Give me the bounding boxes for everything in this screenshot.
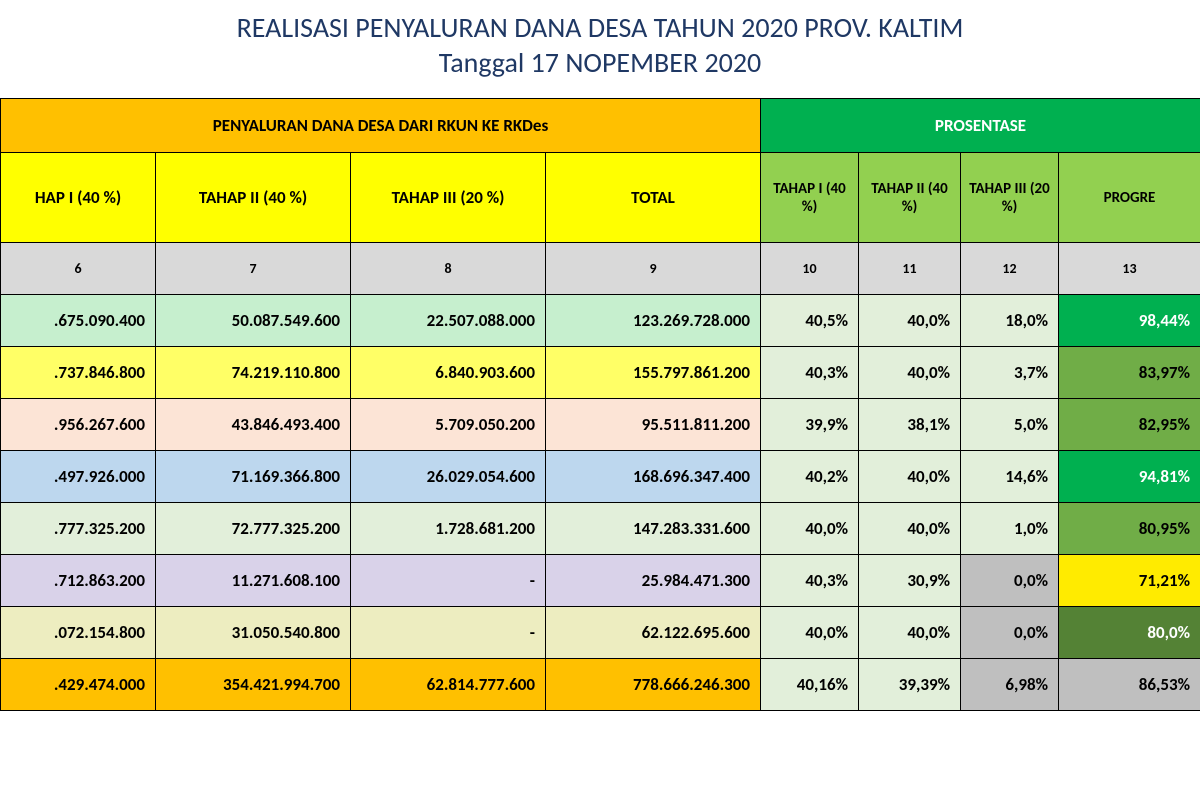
colnum-9: 9 — [546, 243, 761, 295]
table-row: .737.846.80074.219.110.8006.840.903.6001… — [1, 347, 1200, 399]
header-right: PROSENTASE — [761, 99, 1200, 153]
cell: 5.709.050.200 — [351, 399, 546, 451]
cell: 95.511.811.200 — [546, 399, 761, 451]
table-row: .675.090.40050.087.549.60022.507.088.000… — [1, 295, 1200, 347]
cell: 11.271.608.100 — [156, 555, 351, 607]
col-header-9: TOTAL — [546, 153, 761, 243]
cell: 50.087.549.600 — [156, 295, 351, 347]
cell: 147.283.331.600 — [546, 503, 761, 555]
cell: .737.846.800 — [1, 347, 156, 399]
cell: 71,21% — [1059, 555, 1200, 607]
cell: 40,2% — [761, 451, 859, 503]
cell: 6.840.903.600 — [351, 347, 546, 399]
cell: 14,6% — [961, 451, 1059, 503]
cell: 168.696.347.400 — [546, 451, 761, 503]
cell: 80,0% — [1059, 607, 1200, 659]
table-row: .497.926.00071.169.366.80026.029.054.600… — [1, 451, 1200, 503]
cell: 26.029.054.600 — [351, 451, 546, 503]
colnum-row: 6 7 8 9 10 11 12 13 — [1, 243, 1200, 295]
cell: 82,95% — [1059, 399, 1200, 451]
cell: 40,0% — [859, 295, 961, 347]
cell: 39,39% — [859, 659, 961, 711]
cell: 40,0% — [859, 451, 961, 503]
table-row: .712.863.20011.271.608.100-25.984.471.30… — [1, 555, 1200, 607]
cell: 62.122.695.600 — [546, 607, 761, 659]
cell: 40,0% — [761, 503, 859, 555]
cell: 0,0% — [961, 607, 1059, 659]
table-row: .777.325.20072.777.325.2001.728.681.2001… — [1, 503, 1200, 555]
cell: .429.474.000 — [1, 659, 156, 711]
cell: 5,0% — [961, 399, 1059, 451]
table-row: .429.474.000354.421.994.70062.814.777.60… — [1, 659, 1200, 711]
col-header-6: HAP I (40 %) — [1, 153, 156, 243]
cell: 354.421.994.700 — [156, 659, 351, 711]
cell: 80,95% — [1059, 503, 1200, 555]
cell: 6,98% — [961, 659, 1059, 711]
cell: 40,0% — [859, 503, 961, 555]
colnum-11: 11 — [859, 243, 961, 295]
cell: 62.814.777.600 — [351, 659, 546, 711]
cell: .497.926.000 — [1, 451, 156, 503]
cell: 40,3% — [761, 347, 859, 399]
table-row: .956.267.60043.846.493.4005.709.050.2009… — [1, 399, 1200, 451]
cell: 123.269.728.000 — [546, 295, 761, 347]
cell: 39,9% — [761, 399, 859, 451]
cell: 31.050.540.800 — [156, 607, 351, 659]
cell: 1,0% — [961, 503, 1059, 555]
cell: 22.507.088.000 — [351, 295, 546, 347]
col-header-13: PROGRE — [1059, 153, 1200, 243]
col-header-11: TAHAP II (40 %) — [859, 153, 961, 243]
cell: .072.154.800 — [1, 607, 156, 659]
col-header-8: TAHAP III (20 %) — [351, 153, 546, 243]
colnum-7: 7 — [156, 243, 351, 295]
cell: 40,0% — [859, 607, 961, 659]
data-table: PENYALURAN DANA DESA DARI RKUN KE RKDes … — [0, 98, 1200, 711]
col-header-10: TAHAP I (40 %) — [761, 153, 859, 243]
cell: 40,5% — [761, 295, 859, 347]
col-header-12: TAHAP III (20 %) — [961, 153, 1059, 243]
colnum-10: 10 — [761, 243, 859, 295]
cell: 38,1% — [859, 399, 961, 451]
title-line-2: Tanggal 17 NOPEMBER 2020 — [0, 45, 1200, 80]
cell: - — [351, 555, 546, 607]
cell: 18,0% — [961, 295, 1059, 347]
header-row-2: HAP I (40 %) TAHAP II (40 %) TAHAP III (… — [1, 153, 1200, 243]
cell: 40,16% — [761, 659, 859, 711]
cell: 25.984.471.300 — [546, 555, 761, 607]
cell: 40,0% — [761, 607, 859, 659]
title-line-1: REALISASI PENYALURAN DANA DESA TAHUN 202… — [0, 10, 1200, 45]
table-row: .072.154.80031.050.540.800-62.122.695.60… — [1, 607, 1200, 659]
cell: 778.666.246.300 — [546, 659, 761, 711]
cell: 74.219.110.800 — [156, 347, 351, 399]
cell: .777.325.200 — [1, 503, 156, 555]
cell: 40,3% — [761, 555, 859, 607]
cell: 0,0% — [961, 555, 1059, 607]
colnum-8: 8 — [351, 243, 546, 295]
cell: 155.797.861.200 — [546, 347, 761, 399]
colnum-12: 12 — [961, 243, 1059, 295]
colnum-13: 13 — [1059, 243, 1200, 295]
cell: 72.777.325.200 — [156, 503, 351, 555]
colnum-6: 6 — [1, 243, 156, 295]
cell: .712.863.200 — [1, 555, 156, 607]
cell: 71.169.366.800 — [156, 451, 351, 503]
cell: 94,81% — [1059, 451, 1200, 503]
header-row-1: PENYALURAN DANA DESA DARI RKUN KE RKDes … — [1, 99, 1200, 153]
title-block: REALISASI PENYALURAN DANA DESA TAHUN 202… — [0, 0, 1200, 98]
cell: 98,44% — [1059, 295, 1200, 347]
cell: 1.728.681.200 — [351, 503, 546, 555]
cell: 40,0% — [859, 347, 961, 399]
cell: - — [351, 607, 546, 659]
cell: .956.267.600 — [1, 399, 156, 451]
cell: 86,53% — [1059, 659, 1200, 711]
cell: .675.090.400 — [1, 295, 156, 347]
cell: 83,97% — [1059, 347, 1200, 399]
cell: 30,9% — [859, 555, 961, 607]
cell: 43.846.493.400 — [156, 399, 351, 451]
cell: 3,7% — [961, 347, 1059, 399]
header-left: PENYALURAN DANA DESA DARI RKUN KE RKDes — [1, 99, 761, 153]
col-header-7: TAHAP II (40 %) — [156, 153, 351, 243]
